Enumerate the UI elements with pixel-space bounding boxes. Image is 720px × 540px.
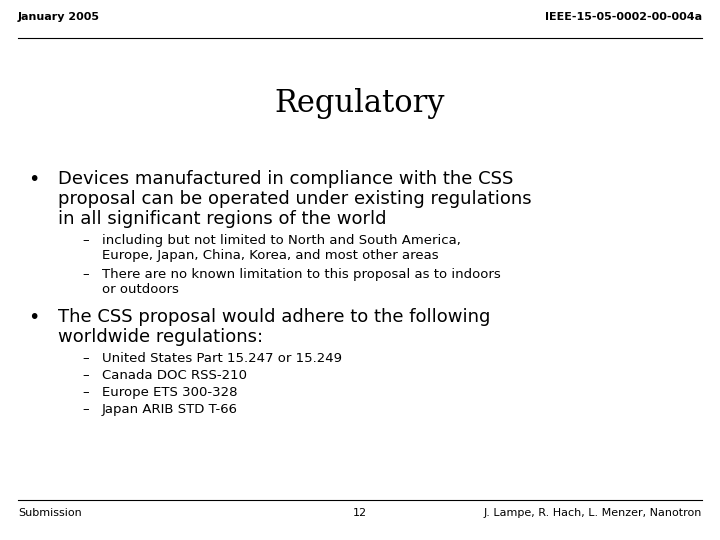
- Text: •: •: [28, 308, 40, 327]
- Text: –: –: [82, 268, 89, 281]
- Text: Japan ARIB STD T-66: Japan ARIB STD T-66: [102, 403, 238, 416]
- Text: United States Part 15.247 or 15.249: United States Part 15.247 or 15.249: [102, 352, 342, 365]
- Text: J. Lampe, R. Hach, L. Menzer, Nanotron: J. Lampe, R. Hach, L. Menzer, Nanotron: [484, 508, 702, 518]
- Text: There are no known limitation to this proposal as to indoors: There are no known limitation to this pr…: [102, 268, 500, 281]
- Text: 12: 12: [353, 508, 367, 518]
- Text: IEEE-15-05-0002-00-004a: IEEE-15-05-0002-00-004a: [545, 12, 702, 22]
- Text: –: –: [82, 234, 89, 247]
- Text: –: –: [82, 386, 89, 399]
- Text: Regulatory: Regulatory: [275, 88, 445, 119]
- Text: –: –: [82, 403, 89, 416]
- Text: The CSS proposal would adhere to the following: The CSS proposal would adhere to the fol…: [58, 308, 490, 326]
- Text: Submission: Submission: [18, 508, 82, 518]
- Text: in all significant regions of the world: in all significant regions of the world: [58, 210, 387, 228]
- Text: including but not limited to North and South America,: including but not limited to North and S…: [102, 234, 461, 247]
- Text: Canada DOC RSS-210: Canada DOC RSS-210: [102, 369, 247, 382]
- Text: –: –: [82, 369, 89, 382]
- Text: worldwide regulations:: worldwide regulations:: [58, 328, 263, 346]
- Text: Europe, Japan, China, Korea, and most other areas: Europe, Japan, China, Korea, and most ot…: [102, 249, 438, 262]
- Text: or outdoors: or outdoors: [102, 283, 179, 296]
- Text: Europe ETS 300-328: Europe ETS 300-328: [102, 386, 238, 399]
- Text: proposal can be operated under existing regulations: proposal can be operated under existing …: [58, 190, 531, 208]
- Text: January 2005: January 2005: [18, 12, 100, 22]
- Text: Devices manufactured in compliance with the CSS: Devices manufactured in compliance with …: [58, 170, 513, 188]
- Text: –: –: [82, 352, 89, 365]
- Text: •: •: [28, 170, 40, 189]
